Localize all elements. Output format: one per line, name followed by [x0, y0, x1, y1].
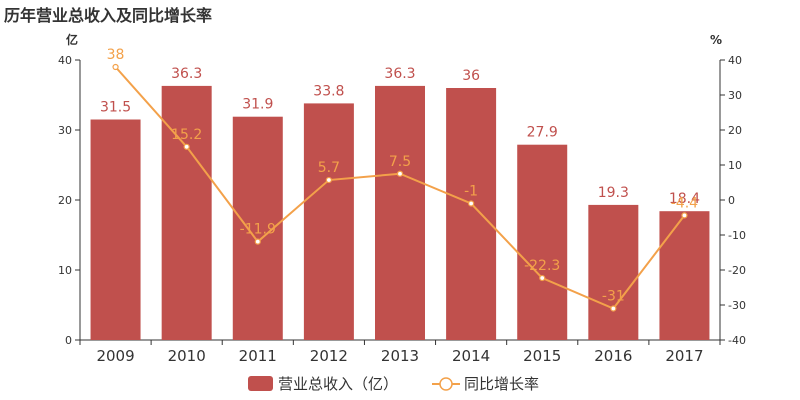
- x-tick-label: 2011: [239, 347, 277, 365]
- right-tick-label: 10: [728, 159, 742, 172]
- growth-line: [112, 63, 688, 312]
- line-value-label: -1: [464, 184, 478, 200]
- bar-value-label: 19.3: [598, 185, 629, 201]
- x-tick-label: 2015: [523, 347, 561, 365]
- legend-line-label: 同比增长率: [464, 375, 539, 393]
- bar-value-label: 18.4: [669, 191, 700, 207]
- right-tick-label: -10: [728, 229, 746, 242]
- line-point: [254, 238, 261, 245]
- x-tick-label: 2016: [594, 347, 632, 365]
- data-labels: 31.5 36.3 31.9 33.8 36.3 36 27.9 19.3 18.4 38 15.2…: [100, 47, 700, 305]
- legend[interactable]: 营业总收入（亿） 同比增长率: [248, 375, 539, 393]
- left-tick-label: 0: [65, 334, 72, 347]
- bar-value-label: 36.3: [384, 66, 415, 82]
- bar-value-label: 31.9: [242, 97, 273, 113]
- bar: [161, 85, 212, 341]
- line-point: [112, 63, 119, 71]
- bar: [303, 103, 354, 341]
- bar: [446, 88, 497, 340]
- legend-bar-label: 营业总收入（亿）: [278, 375, 398, 393]
- bar-value-label: 27.9: [527, 125, 558, 141]
- line-value-label: -31: [602, 289, 625, 305]
- right-tick-label: 30: [728, 89, 742, 102]
- line-point: [610, 305, 617, 312]
- legend-line-marker: [439, 377, 453, 391]
- line-value-label: 38: [107, 47, 125, 63]
- line-point: [183, 143, 190, 150]
- bar: [375, 85, 425, 341]
- left-tick-label: 40: [58, 54, 72, 67]
- line-point: [681, 212, 688, 219]
- line-point: [325, 176, 332, 184]
- right-tick-label: 0: [728, 194, 735, 207]
- x-tick-label: 2014: [452, 347, 490, 365]
- line-value-label: 7.5: [389, 154, 411, 170]
- legend-bar-swatch: [248, 376, 273, 391]
- x-tick-label: 2010: [168, 347, 206, 365]
- bar: [90, 119, 141, 340]
- right-tick-label: 20: [728, 124, 742, 137]
- left-tick-label: 20: [58, 194, 72, 207]
- bar: [588, 204, 639, 340]
- left-tick-label: 30: [58, 124, 72, 137]
- line-point: [468, 200, 475, 207]
- bar-value-label: 31.5: [100, 100, 131, 116]
- right-tick-label: -20: [728, 264, 746, 277]
- bar-value-label: 36: [462, 68, 480, 84]
- line-value-label: 15.2: [171, 127, 202, 143]
- bar: [517, 144, 568, 340]
- bar-value-label: 36.3: [171, 66, 202, 82]
- x-tick-label: 2013: [381, 347, 419, 365]
- left-tick-label: 10: [58, 264, 72, 277]
- x-tick-label: 2017: [665, 347, 703, 365]
- bars: [90, 85, 710, 341]
- line-value-label: 5.7: [318, 160, 340, 176]
- right-tick-label: -40: [728, 334, 746, 347]
- x-tick-label: 2009: [96, 347, 134, 365]
- x-tick-label: 2012: [310, 347, 348, 365]
- right-tick-label: -30: [728, 299, 746, 312]
- line-value-label: -4.4: [671, 195, 698, 211]
- right-tick-label: 40: [728, 54, 742, 67]
- line-value-label: -22.3: [524, 258, 560, 274]
- line-point: [396, 170, 404, 177]
- line-value-label: -11.9: [240, 222, 276, 238]
- bar: [659, 211, 710, 340]
- line-point: [539, 274, 546, 282]
- bar-value-label: 33.8: [313, 83, 344, 99]
- chart-title: 历年营业总收入及同比增长率: [4, 6, 213, 25]
- right-axis-unit: %: [710, 33, 722, 47]
- left-axis-unit: 亿: [66, 32, 78, 47]
